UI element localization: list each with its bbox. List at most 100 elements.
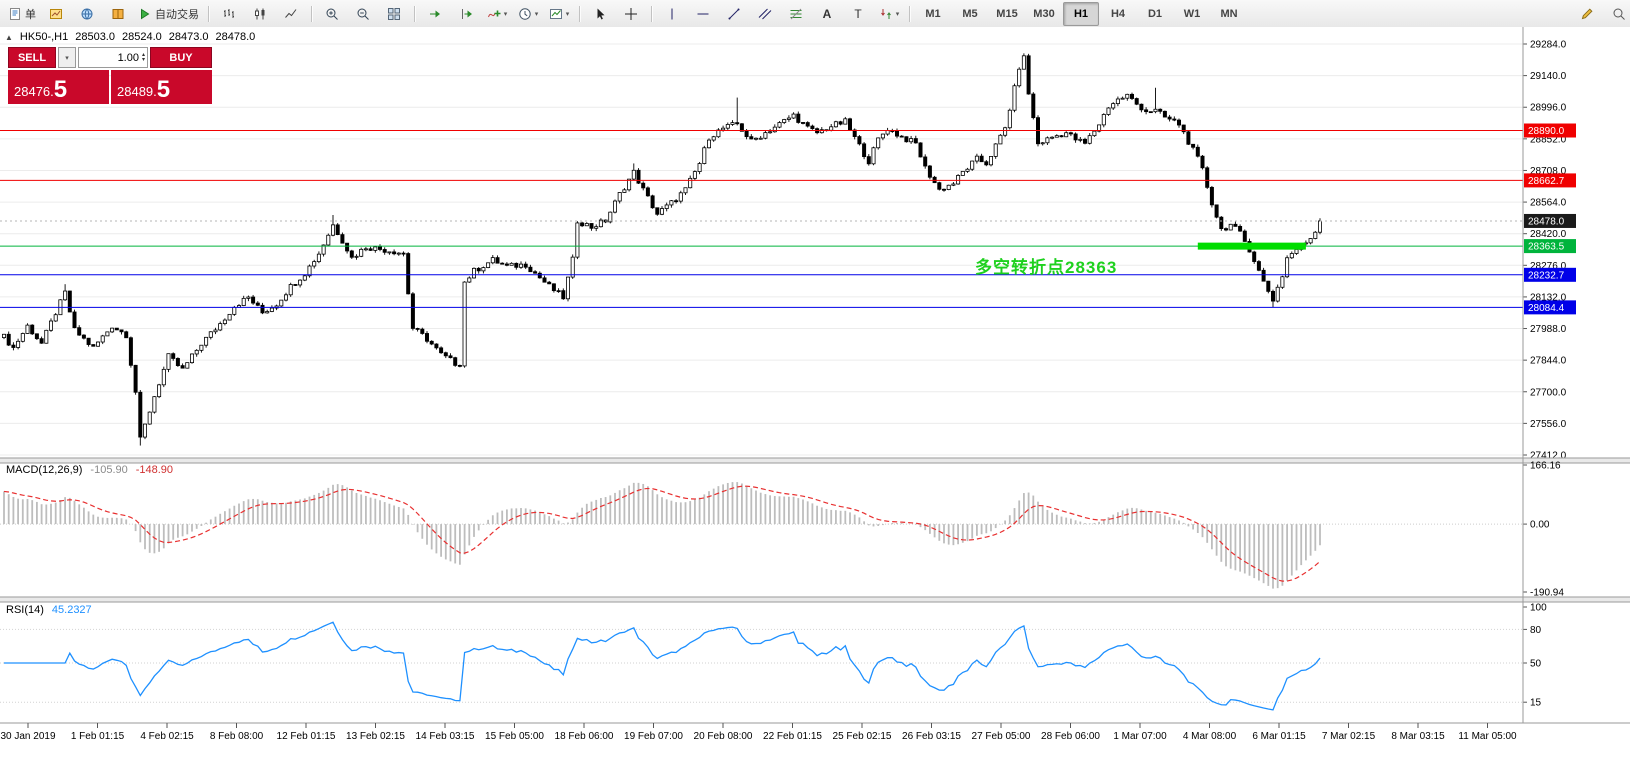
price-axis-label: 27412.0 <box>1530 450 1567 461</box>
time-axis-label: 19 Feb 07:00 <box>624 731 683 742</box>
candlestick-series <box>2 53 1323 446</box>
line-chart-button[interactable] <box>276 2 306 26</box>
panel-splitter[interactable] <box>0 458 1630 463</box>
chart-canvas[interactable]: 29284.0 29140.0 28996.0 28852.0 28708.0 28564… <box>0 27 1630 777</box>
svg-text:A: A <box>823 7 832 21</box>
macd-signal-value: -148.90 <box>135 464 174 476</box>
timeframe-mn-button[interactable]: MN <box>1220 7 1238 20</box>
price-axis-label: 29140.0 <box>1530 71 1567 82</box>
search-button[interactable] <box>1604 2 1630 26</box>
toolbar-right-group <box>1572 2 1630 26</box>
sell-button[interactable]: SELL <box>8 47 56 68</box>
new-chart-button[interactable] <box>41 2 71 26</box>
time-axis-label: 27 Feb 05:00 <box>972 731 1031 742</box>
panel-splitter[interactable] <box>0 597 1630 602</box>
order-type-dropdown[interactable]: ▾ <box>58 47 76 68</box>
vertical-line-button[interactable] <box>657 2 687 26</box>
time-axis-label: 28 Feb 06:00 <box>1041 731 1100 742</box>
price-axis-label: 28852.0 <box>1530 134 1567 145</box>
spinner-down-icon[interactable]: ▾ <box>141 56 145 63</box>
crosshair-icon <box>625 7 637 20</box>
sell-price-big-digit: 5 <box>53 76 68 103</box>
time-axis-label: 8 Feb 08:00 <box>210 731 264 742</box>
equidistant-channel-button[interactable] <box>750 2 780 26</box>
text-icon: A <box>823 7 832 21</box>
price-axis-label: 27556.0 <box>1530 419 1567 430</box>
bar-chart-button[interactable] <box>214 2 244 26</box>
search-icon <box>1613 8 1625 20</box>
price-axis-label: 27700.0 <box>1530 387 1567 398</box>
indicators-button[interactable]: ▾ <box>482 2 512 26</box>
timeframe-d1-button[interactable]: D1 <box>1147 7 1163 20</box>
properties-button[interactable] <box>1572 2 1602 26</box>
price-axis-label: 28276.0 <box>1530 261 1567 272</box>
time-axis-label: 8 Mar 03:15 <box>1391 731 1445 742</box>
price-axis: 29284.0 29140.0 28996.0 28852.0 28708.0 28564… <box>0 40 1567 461</box>
arrows-button[interactable]: ▾ <box>874 2 904 26</box>
timeframe-m30-button[interactable]: M30 <box>1033 7 1055 20</box>
price-badge <box>1524 300 1576 315</box>
price-axis-label: 28708.0 <box>1530 166 1567 177</box>
candlestick-chart-button[interactable] <box>245 2 275 26</box>
price-badge <box>1524 267 1576 282</box>
arrows-icon <box>880 8 891 19</box>
buy-price[interactable]: 28489. 5 <box>111 70 212 104</box>
zoom-out-button[interactable] <box>348 2 378 26</box>
chart-background <box>0 27 1630 777</box>
text-label-button[interactable]: T <box>843 2 873 26</box>
chart-shift-button[interactable] <box>451 2 481 26</box>
new-order-button[interactable]: 单 <box>4 2 40 26</box>
dropdown-caret-icon: ▾ <box>534 10 539 18</box>
volume-spinner[interactable]: ▴ ▾ <box>141 51 145 63</box>
cursor-arrow-icon <box>597 8 605 19</box>
profiles-button[interactable] <box>72 2 102 26</box>
price-badge <box>1524 239 1576 254</box>
macd-name: MACD(12,26,9) <box>6 464 83 476</box>
timeframe-m15-button[interactable]: M15 <box>996 7 1018 20</box>
tile-windows-icon <box>388 7 400 20</box>
time-axis-label: 15 Feb 05:00 <box>485 731 544 742</box>
new-order-label: 单 <box>25 8 36 21</box>
templates-button[interactable]: ▾ <box>544 2 574 26</box>
autotrading-button[interactable]: 自动交易 <box>134 2 203 26</box>
timeframe-m5-button[interactable]: M5 <box>962 7 978 20</box>
rsi-name: RSI(14) <box>6 604 44 616</box>
buy-price-big-digit: 5 <box>156 76 171 103</box>
chart-shift-icon <box>462 8 472 19</box>
time-axis-label: 4 Feb 02:15 <box>140 731 194 742</box>
tile-windows-button[interactable] <box>379 2 409 26</box>
dropdown-caret-icon: ▾ <box>895 10 900 18</box>
volume-input[interactable]: 1.00 ▴ ▾ <box>78 47 148 68</box>
metaeditor-button[interactable] <box>103 2 133 26</box>
time-axis-label: 13 Feb 02:15 <box>346 731 405 742</box>
text-button[interactable]: A <box>812 2 842 26</box>
timeframe-h1-button[interactable]: H1 <box>1063 1 1099 26</box>
zoom-in-button[interactable] <box>317 2 347 26</box>
time-axis-label: 20 Feb 08:00 <box>694 731 753 742</box>
horizontal-line-button[interactable] <box>688 2 718 26</box>
fibonacci-button[interactable] <box>781 2 811 26</box>
dropdown-caret-icon: ▾ <box>65 54 69 62</box>
trade-panel-collapse-icon[interactable]: ▲ <box>5 32 13 42</box>
trendline-button[interactable] <box>719 2 749 26</box>
cursor-button[interactable] <box>585 2 615 26</box>
autotrading-label: 自动交易 <box>155 8 199 21</box>
timeframe-m1-button[interactable]: M1 <box>925 7 941 20</box>
timeframe-w1-button[interactable]: W1 <box>1183 7 1201 20</box>
periods-button[interactable]: ▾ <box>513 2 543 26</box>
auto-scroll-button[interactable] <box>420 2 450 26</box>
spinner-up-icon[interactable]: ▴ <box>141 51 145 58</box>
time-axis-label: 14 Feb 03:15 <box>416 731 475 742</box>
ohlc-low: 28473.0 <box>168 31 209 43</box>
text-label-icon: T <box>854 7 862 21</box>
sell-price[interactable]: 28476. 5 <box>8 70 109 104</box>
macd-histogram <box>3 482 1321 589</box>
price-badge <box>1524 213 1576 228</box>
crosshair-button[interactable] <box>616 2 646 26</box>
timeframe-h4-button[interactable]: H4 <box>1110 7 1126 20</box>
price-badge-label: 28084.4 <box>1528 303 1565 314</box>
autotrading-play-icon <box>141 8 150 19</box>
sell-price-main: 28476. <box>14 84 54 99</box>
svg-text:T: T <box>854 7 862 21</box>
buy-button[interactable]: BUY <box>150 47 212 68</box>
